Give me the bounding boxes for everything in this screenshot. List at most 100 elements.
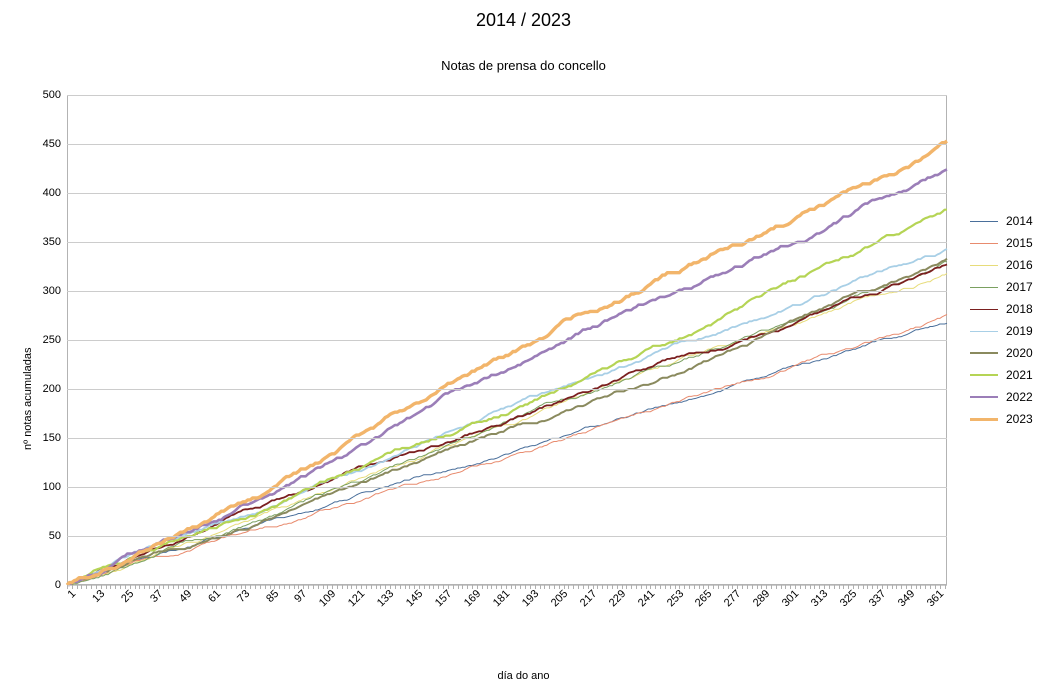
x-minor-tick [313, 585, 314, 589]
x-minor-tick [911, 585, 912, 589]
x-minor-tick [458, 585, 459, 589]
x-minor-tick [255, 585, 256, 589]
x-minor-tick [853, 585, 854, 589]
x-minor-tick [482, 585, 483, 589]
x-minor-tick [515, 585, 516, 589]
x-minor-tick [781, 585, 782, 589]
x-minor-tick [332, 585, 333, 589]
x-axis-label: día do ano [0, 670, 1047, 682]
grid-line-h [67, 438, 947, 439]
x-minor-tick [540, 585, 541, 589]
legend-label: 2015 [1006, 236, 1033, 250]
x-minor-tick [337, 585, 338, 589]
x-minor-tick [245, 585, 246, 589]
series-line-2019 [67, 249, 947, 585]
x-minor-tick [694, 585, 695, 589]
x-minor-tick [549, 585, 550, 589]
x-minor-tick [260, 585, 261, 589]
legend: 2014201520162017201820192020202120222023 [970, 210, 1033, 430]
x-minor-tick [477, 585, 478, 589]
legend-item-2016: 2016 [970, 254, 1033, 276]
x-minor-tick [602, 585, 603, 589]
x-minor-tick [568, 585, 569, 589]
legend-label: 2022 [1006, 390, 1033, 404]
x-minor-tick [839, 585, 840, 589]
x-minor-tick [892, 585, 893, 589]
legend-label: 2020 [1006, 346, 1033, 360]
x-minor-tick [829, 585, 830, 589]
x-minor-tick [135, 585, 136, 589]
x-minor-tick [679, 585, 680, 589]
y-tick-label: 250 [43, 334, 67, 346]
legend-label: 2016 [1006, 258, 1033, 272]
x-minor-tick [776, 585, 777, 589]
x-minor-tick [366, 585, 367, 589]
x-minor-tick [110, 585, 111, 589]
y-tick-label: 500 [43, 89, 67, 101]
grid-line-h [67, 389, 947, 390]
plot-area: 0501001502002503003504004505001132537496… [67, 95, 947, 585]
legend-label: 2021 [1006, 368, 1033, 382]
x-minor-tick [202, 585, 203, 589]
y-tick-label: 200 [43, 383, 67, 395]
x-minor-tick [173, 585, 174, 589]
x-minor-tick [713, 585, 714, 589]
x-minor-tick [371, 585, 372, 589]
x-minor-tick [708, 585, 709, 589]
x-minor-tick [882, 585, 883, 589]
x-minor-tick [622, 585, 623, 589]
x-minor-tick [824, 585, 825, 589]
x-minor-tick [226, 585, 227, 589]
x-minor-tick [578, 585, 579, 589]
x-minor-tick [723, 585, 724, 589]
x-minor-tick [376, 585, 377, 589]
legend-item-2020: 2020 [970, 342, 1033, 364]
legend-swatch [970, 396, 998, 398]
grid-line-h [67, 95, 947, 96]
x-minor-tick [597, 585, 598, 589]
series-line-2022 [67, 170, 947, 586]
x-minor-tick [221, 585, 222, 589]
x-minor-tick [916, 585, 917, 589]
x-minor-tick [810, 585, 811, 589]
x-minor-tick [795, 585, 796, 589]
x-minor-tick [433, 585, 434, 589]
grid-line-h [67, 193, 947, 194]
x-minor-tick [718, 585, 719, 589]
legend-item-2021: 2021 [970, 364, 1033, 386]
x-minor-tick [115, 585, 116, 589]
legend-swatch [970, 418, 998, 421]
x-minor-tick [284, 585, 285, 589]
x-minor-tick [607, 585, 608, 589]
x-minor-tick [771, 585, 772, 589]
x-minor-tick [231, 585, 232, 589]
legend-item-2017: 2017 [970, 276, 1033, 298]
grid-line-h [67, 291, 947, 292]
x-minor-tick [487, 585, 488, 589]
x-minor-tick [400, 585, 401, 589]
x-minor-tick [511, 585, 512, 589]
y-tick-label: 300 [43, 285, 67, 297]
x-minor-tick [361, 585, 362, 589]
x-minor-tick [448, 585, 449, 589]
x-minor-tick [896, 585, 897, 589]
x-minor-tick [274, 585, 275, 589]
x-minor-tick [216, 585, 217, 589]
x-minor-tick [289, 585, 290, 589]
y-tick-label: 150 [43, 432, 67, 444]
legend-item-2018: 2018 [970, 298, 1033, 320]
legend-item-2014: 2014 [970, 210, 1033, 232]
x-minor-tick [766, 585, 767, 589]
x-minor-tick [631, 585, 632, 589]
chart-main-title: 2014 / 2023 [0, 10, 1047, 31]
x-minor-tick [925, 585, 926, 589]
legend-swatch [970, 221, 998, 222]
legend-item-2023: 2023 [970, 408, 1033, 430]
x-minor-tick [81, 585, 82, 589]
y-tick-label: 450 [43, 138, 67, 150]
x-minor-tick [752, 585, 753, 589]
x-minor-tick [535, 585, 536, 589]
x-minor-tick [650, 585, 651, 589]
legend-label: 2014 [1006, 214, 1033, 228]
x-minor-tick [573, 585, 574, 589]
